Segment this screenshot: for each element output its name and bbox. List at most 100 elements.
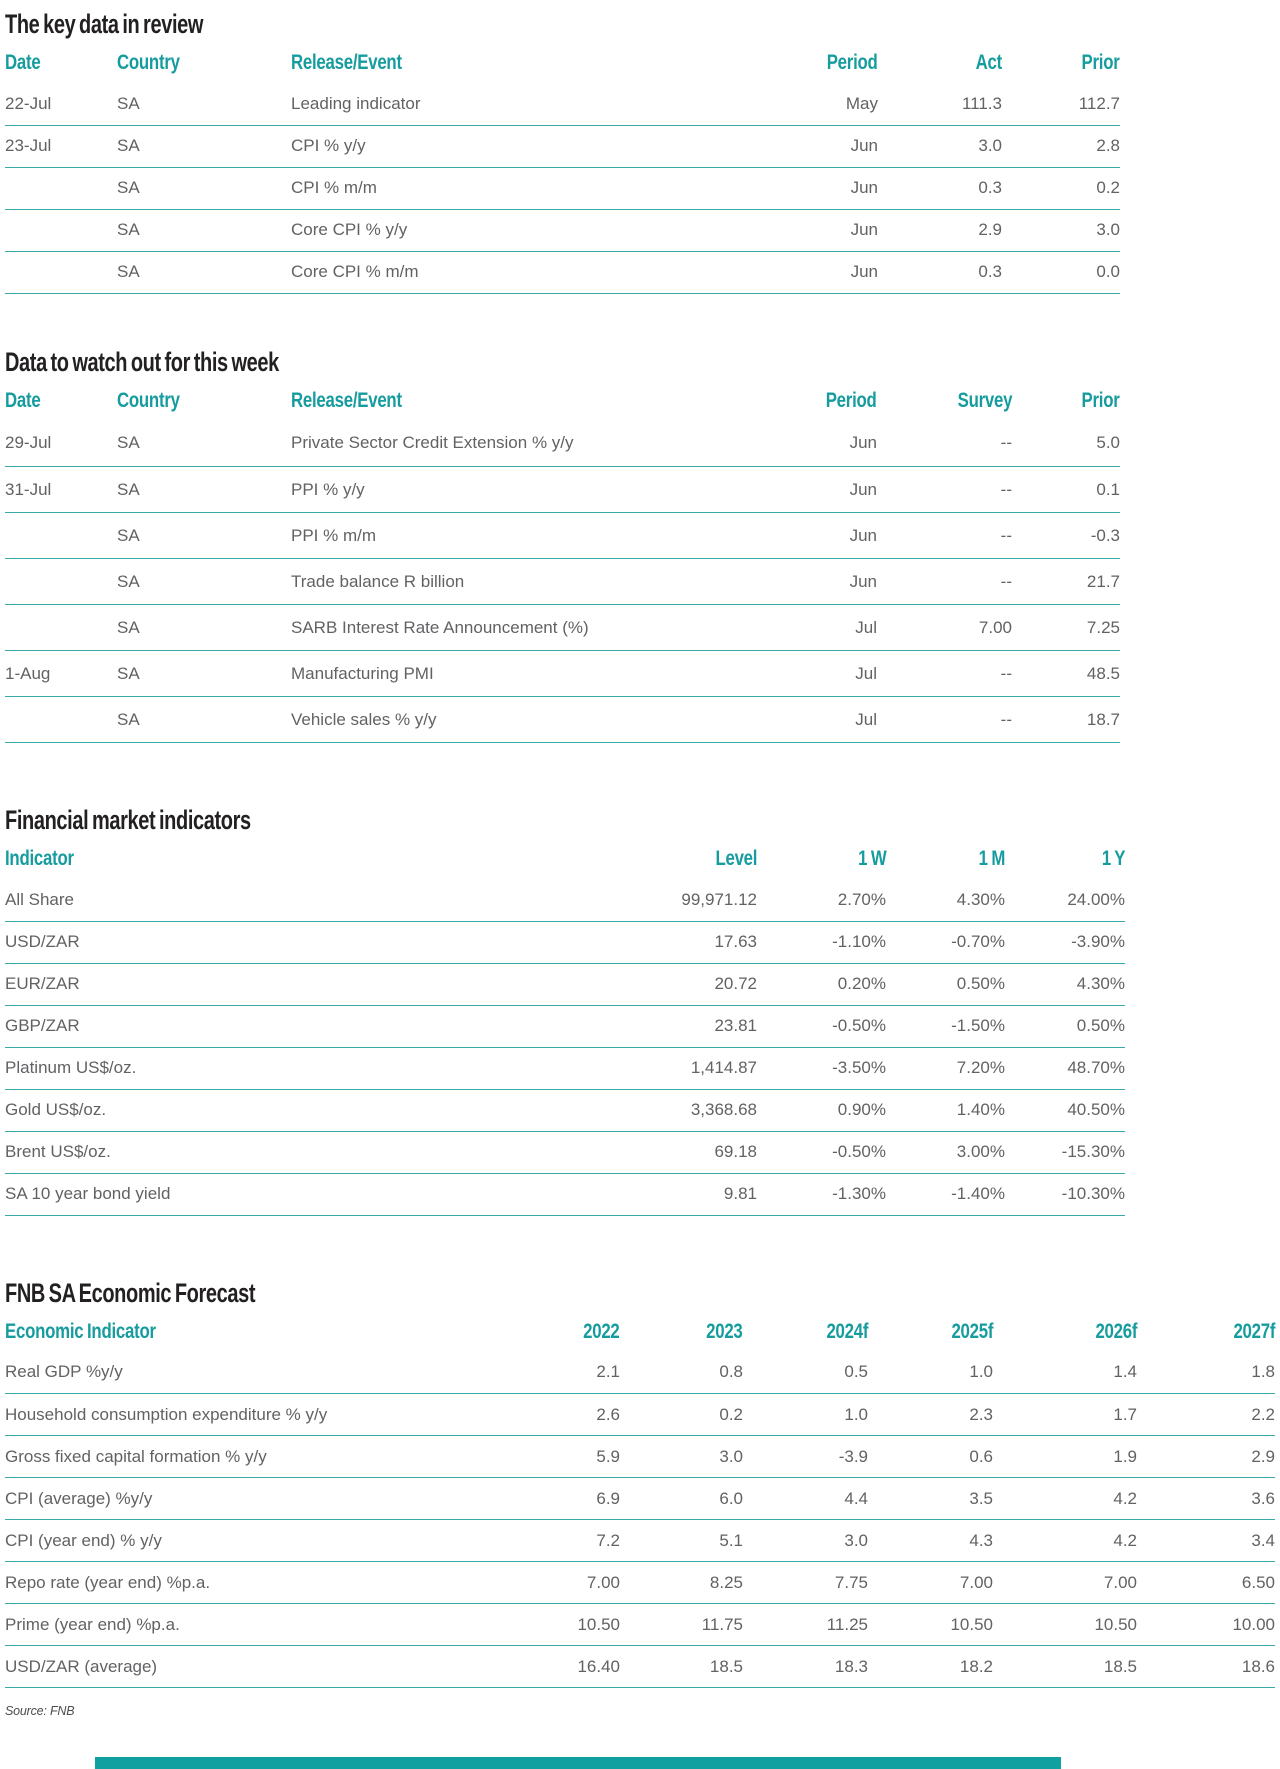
table-row: Platinum US$/oz. 1,414.87 -3.50% 7.20% 48.70… [5,1047,1125,1090]
column-header: Release/Event [291,381,718,421]
table-cell: 1.7 [993,1393,1137,1436]
table-row: SA Trade balance R billion Jun -- 21.7 [5,558,1120,605]
table-cell: 22-Jul [5,83,117,126]
table-cell: -- [877,650,1012,697]
table-header-row: Date Country Release/Event Period Survey Prio… [5,381,1120,421]
table-cell: 111.3 [878,83,1002,126]
table-cell: 2.9 [1137,1435,1275,1478]
table-cell: Trade balance R billion [291,558,718,605]
table-cell: Gross fixed capital formation % y/y [5,1435,465,1478]
column-header: 1 Y [1005,839,1126,879]
table-cell: -1.30% [757,1173,886,1216]
column-header: 2023 [620,1312,744,1352]
table-cell: 0.3 [878,167,1002,210]
table-cell: 11.25 [743,1603,868,1646]
table-cell: SARB Interest Rate Announcement (%) [291,604,718,651]
table-cell: 0.3 [878,251,1002,294]
section-key-data: The key data in review Date Country Releas… [5,10,1280,294]
table-row: All Share 99,971.12 2.70% 4.30% 24.00% [5,879,1125,922]
watch-week-table: Date Country Release/Event Period Survey Prio… [5,381,1120,743]
table-cell: Core CPI % m/m [291,251,718,294]
table-cell: GBP/ZAR [5,1005,555,1048]
table-cell: 0.6 [868,1435,993,1478]
table-cell: 18.7 [1012,696,1120,743]
table-cell: -- [877,466,1012,513]
table-row: GBP/ZAR 23.81 -0.50% -1.50% 0.50% [5,1005,1125,1048]
table-cell: -- [877,512,1012,559]
table-cell: 11.75 [620,1603,743,1646]
column-header: 2024f [743,1312,868,1352]
table-cell: -3.50% [757,1047,886,1090]
table-row: 1-Aug SA Manufacturing PMI Jul -- 48.5 [5,650,1120,697]
table-cell: Jul [718,604,877,651]
table-cell: -- [877,696,1012,743]
table-cell: CPI % y/y [291,125,718,168]
table-cell: SA [117,512,291,559]
column-header-label: Survey [957,388,1012,412]
table-row: SA CPI % m/m Jun 0.3 0.2 [5,167,1120,210]
column-header-label: Release/Event [291,51,402,74]
column-header-label: 1 Y [1101,847,1126,870]
column-header-label: Economic Indicator [5,1319,156,1343]
table-row: Prime (year end) %p.a. 10.50 11.75 11.25 10.… [5,1603,1275,1646]
table-cell: SA [117,696,291,743]
table-cell: 6.50 [1137,1561,1275,1604]
table-cell: -3.90% [1005,921,1125,964]
column-header-label: Period [826,388,877,412]
table-cell: -0.3 [1012,512,1120,559]
table-cell: -10.30% [1005,1173,1125,1216]
table-cell: EUR/ZAR [5,963,555,1006]
table-cell: Jul [718,696,877,743]
table-cell: Jun [718,209,878,252]
table-cell: Repo rate (year end) %p.a. [5,1561,465,1604]
table-header-row: Indicator Level 1 W 1 M 1 Y [5,839,1125,879]
table-cell: Jun [718,125,878,168]
table-cell: 29-Jul [5,420,117,467]
section-title-text: Financial market indicators [5,805,251,835]
table-cell: 0.90% [757,1089,886,1132]
column-header-label: Act [975,51,1003,74]
section-title-text: Data to watch out for this week [5,346,279,377]
table-cell: Private Sector Credit Extension % y/y [291,420,718,467]
table-cell: Jun [718,167,878,210]
table-cell: 21.7 [1012,558,1120,605]
column-header: 2026f [993,1312,1137,1352]
table-cell: 7.00 [868,1561,993,1604]
table-cell [5,167,117,210]
table-cell: 3.4 [1137,1519,1275,1562]
table-cell: 69.18 [555,1131,757,1174]
table-row: Repo rate (year end) %p.a. 7.00 8.25 7.75 7.… [5,1561,1275,1604]
table-cell [5,512,117,559]
column-header-label: 2023 [706,1319,744,1343]
table-row: SA Core CPI % y/y Jun 2.9 3.0 [5,209,1120,252]
table-cell: 3.0 [620,1435,743,1478]
column-header-label: Prior [1081,51,1120,74]
table-cell: SA [117,420,291,467]
table-cell: 1.8 [1137,1351,1275,1394]
table-cell: SA [117,209,291,252]
table-cell: 0.8 [620,1351,743,1394]
table-cell: May [718,83,878,126]
section-title-forecast: FNB SA Economic Forecast [5,1279,1280,1307]
table-cell: -15.30% [1005,1131,1125,1174]
table-cell: -0.70% [886,921,1005,964]
table-cell: 7.00 [877,604,1012,651]
section-title-market-indicators: Financial market indicators [5,806,1280,834]
table-row: SA Vehicle sales % y/y Jul -- 18.7 [5,696,1120,743]
table-cell: Leading indicator [291,83,718,126]
table-cell: SA [117,83,291,126]
table-cell: SA [117,167,291,210]
table-cell: SA [117,604,291,651]
table-cell: 3.0 [743,1519,868,1562]
table-row: USD/ZAR 17.63 -1.10% -0.70% -3.90% [5,921,1125,964]
table-cell: 0.0 [1002,251,1120,294]
table-cell: USD/ZAR [5,921,555,964]
table-cell: Platinum US$/oz. [5,1047,555,1090]
table-row: 29-Jul SA Private Sector Credit Extension … [5,420,1120,467]
table-cell: 40.50% [1005,1089,1125,1132]
table-cell: 0.2 [1002,167,1120,210]
table-row: Brent US$/oz. 69.18 -0.50% 3.00% -15.30% [5,1131,1125,1174]
table-cell: 3.5 [868,1477,993,1520]
section-forecast: FNB SA Economic Forecast Economic Indica… [5,1279,1280,1688]
table-cell: 48.70% [1005,1047,1125,1090]
